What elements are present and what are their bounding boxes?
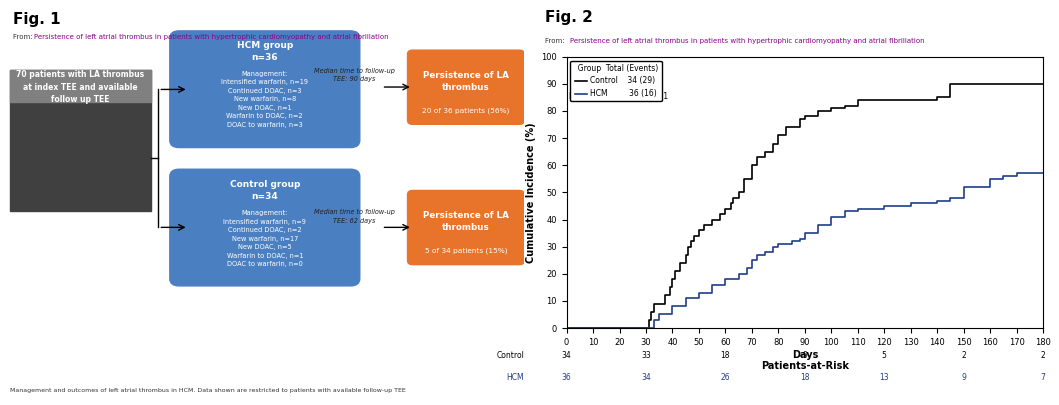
Text: 2: 2 [962,351,966,360]
Text: 2: 2 [1041,351,1045,360]
Text: From:: From: [545,38,568,45]
Text: Fig. 1: Fig. 1 [13,12,60,27]
Text: Persistence of left atrial thrombus in patients with hypertrophic cardiomyopathy: Persistence of left atrial thrombus in p… [34,34,389,40]
Text: Fig. 2: Fig. 2 [545,10,593,25]
Text: Control group
n=34: Control group n=34 [230,180,300,201]
Text: 36: 36 [561,373,572,382]
FancyBboxPatch shape [11,70,150,102]
FancyBboxPatch shape [408,190,524,264]
Text: 9: 9 [962,373,966,382]
Text: 33: 33 [641,351,651,360]
Text: 5: 5 [882,351,886,360]
Text: 13: 13 [879,373,890,382]
Text: 26: 26 [720,373,731,382]
Legend: Control    34 (29), HCM         36 (16): Control 34 (29), HCM 36 (16) [571,60,662,101]
X-axis label: Days
Patients-at-Risk: Days Patients-at-Risk [760,350,849,371]
Text: Logrank P-value: <0.0001: Logrank P-value: <0.0001 [570,92,668,101]
Text: Management:
Intensified warfarin, n=9
Continued DOAC, n=2
New warfarin, n=17
New: Management: Intensified warfarin, n=9 Co… [223,210,306,267]
FancyBboxPatch shape [408,50,524,124]
Text: Control: Control [497,351,524,360]
Text: 5 of 34 patients (15%): 5 of 34 patients (15%) [425,247,507,254]
Text: Management and outcomes of left atrial thrombus in HCM. Data shown are restricte: Management and outcomes of left atrial t… [11,388,407,393]
FancyBboxPatch shape [11,70,150,211]
Text: From:: From: [13,34,35,40]
Text: Median time to follow-up
TEE: 62 days: Median time to follow-up TEE: 62 days [313,209,395,224]
Text: 34: 34 [561,351,572,360]
Y-axis label: Cumulative Incidence (%): Cumulative Incidence (%) [525,122,536,263]
Text: 18: 18 [721,351,730,360]
Text: 7: 7 [1041,373,1045,382]
Text: 34: 34 [641,373,651,382]
Text: HCM: HCM [506,373,524,382]
Text: HCM group
n=36: HCM group n=36 [236,41,293,62]
Text: Management:
Intensified warfarin, n=19
Continued DOAC, n=3
New warfarin, n=8
New: Management: Intensified warfarin, n=19 C… [221,70,308,128]
FancyBboxPatch shape [169,169,360,286]
Text: 20 of 36 patients (56%): 20 of 36 patients (56%) [423,107,509,113]
Text: Persistence of LA
thrombus: Persistence of LA thrombus [423,70,509,92]
Text: Median time to follow-up
TEE: 90 days: Median time to follow-up TEE: 90 days [313,68,395,82]
Text: Persistence of left atrial thrombus in patients with hypertrophic cardiomyopathy: Persistence of left atrial thrombus in p… [570,38,925,45]
Text: Persistence of LA
thrombus: Persistence of LA thrombus [423,211,509,232]
Text: 70 patients with LA thrombus
at index TEE and available
follow up TEE: 70 patients with LA thrombus at index TE… [17,70,145,104]
Text: 18: 18 [801,373,809,382]
Text: 9: 9 [803,351,807,360]
FancyBboxPatch shape [169,31,360,147]
